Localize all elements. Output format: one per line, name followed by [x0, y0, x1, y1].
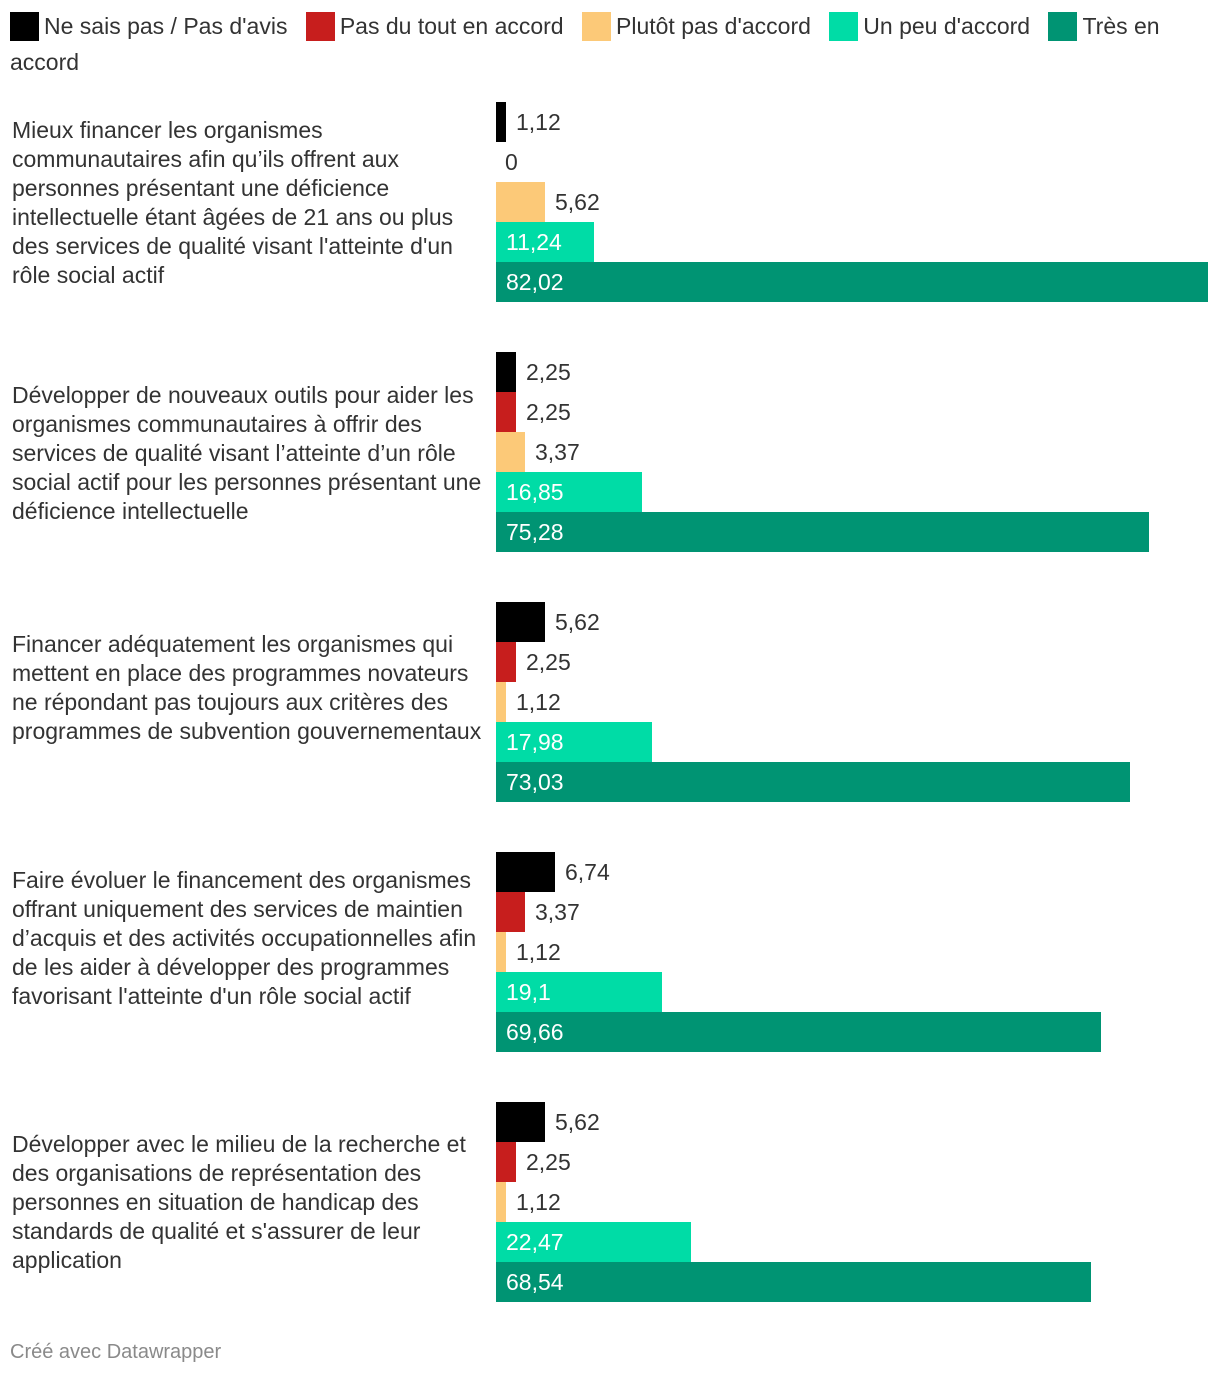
- question-label: Développer avec le milieu de la recherch…: [12, 1131, 466, 1273]
- value-label: 73,03: [506, 769, 564, 795]
- legend-label: Très en accord: [10, 13, 1160, 75]
- question-label: Financer adéquatement les organismes qui…: [12, 631, 482, 744]
- value-label: 2,25: [526, 399, 571, 425]
- bar: [496, 392, 516, 432]
- value-label: 68,54: [506, 1269, 564, 1295]
- value-label: 5,62: [555, 1109, 600, 1135]
- bar: [496, 1012, 1101, 1052]
- legend-swatch: [829, 12, 859, 41]
- bar: [496, 222, 594, 262]
- bar: [496, 182, 545, 222]
- value-label: 1,12: [516, 939, 561, 965]
- value-label: 1,12: [516, 109, 561, 135]
- bar: [496, 602, 545, 642]
- bar: [496, 1222, 691, 1262]
- value-label: 5,62: [555, 609, 600, 635]
- value-label: 0: [505, 149, 518, 175]
- value-label: 11,24: [506, 229, 562, 255]
- value-label: 69,66: [506, 1019, 564, 1045]
- legend-swatch: [1048, 12, 1078, 41]
- bar: [496, 762, 1130, 802]
- value-label: 2,25: [526, 649, 571, 675]
- question-label: Mieux financer les organismes communauta…: [12, 117, 454, 288]
- bar: [496, 1262, 1091, 1302]
- legend-item: Un peu d'accord: [829, 12, 1031, 41]
- bar: [496, 1102, 545, 1142]
- bar: [496, 262, 1208, 302]
- bar: [496, 432, 525, 472]
- value-label: 6,74: [565, 859, 610, 885]
- legend-swatch: [582, 12, 611, 41]
- legend-label: Ne sais pas / Pas d'avis: [44, 13, 288, 39]
- question-label: Développer de nouveaux outils pour aider…: [12, 382, 482, 524]
- bar: [496, 1142, 516, 1182]
- value-label: 5,62: [555, 189, 600, 215]
- legend-item: Très en accord: [10, 12, 1160, 75]
- value-label: 1,12: [516, 689, 561, 715]
- bar: [496, 932, 506, 972]
- value-label: 17,98: [506, 729, 564, 755]
- bar: [496, 642, 516, 682]
- bar: [496, 892, 525, 932]
- bar: [496, 1182, 506, 1222]
- bar: [496, 682, 506, 722]
- footer-credit: Créé avec Datawrapper: [10, 1341, 222, 1363]
- bar: [496, 512, 1149, 552]
- value-label: 3,37: [535, 439, 580, 465]
- bar: [496, 972, 662, 1012]
- value-label: 2,25: [526, 359, 571, 385]
- legend-item: Pas du tout en accord: [305, 12, 564, 41]
- legend-label: Un peu d'accord: [863, 13, 1031, 39]
- legend: Ne sais pas / Pas d'avis Pas du tout en …: [10, 8, 1210, 80]
- value-label: 2,25: [526, 1149, 571, 1175]
- value-label: 19,1: [506, 979, 551, 1005]
- value-label: 22,47: [506, 1229, 564, 1255]
- legend-item: Plutôt pas d'accord: [582, 12, 811, 41]
- bar: [496, 352, 516, 392]
- value-label: 82,02: [506, 269, 564, 295]
- legend-swatch: [10, 12, 39, 41]
- bar: [496, 472, 642, 512]
- value-label: 3,37: [535, 899, 580, 925]
- bar: [496, 102, 506, 142]
- bar: [496, 852, 555, 892]
- bar: [496, 722, 652, 762]
- legend-swatch: [305, 12, 335, 41]
- value-label: 1,12: [516, 1189, 561, 1215]
- legend-label: Pas du tout en accord: [339, 13, 564, 39]
- question-label: Faire évoluer le financement des organis…: [12, 867, 477, 1009]
- legend-item: Ne sais pas / Pas d'avis: [10, 12, 288, 41]
- value-label: 75,28: [506, 519, 564, 545]
- value-label: 16,85: [506, 479, 564, 505]
- legend-label: Plutôt pas d'accord: [616, 13, 811, 39]
